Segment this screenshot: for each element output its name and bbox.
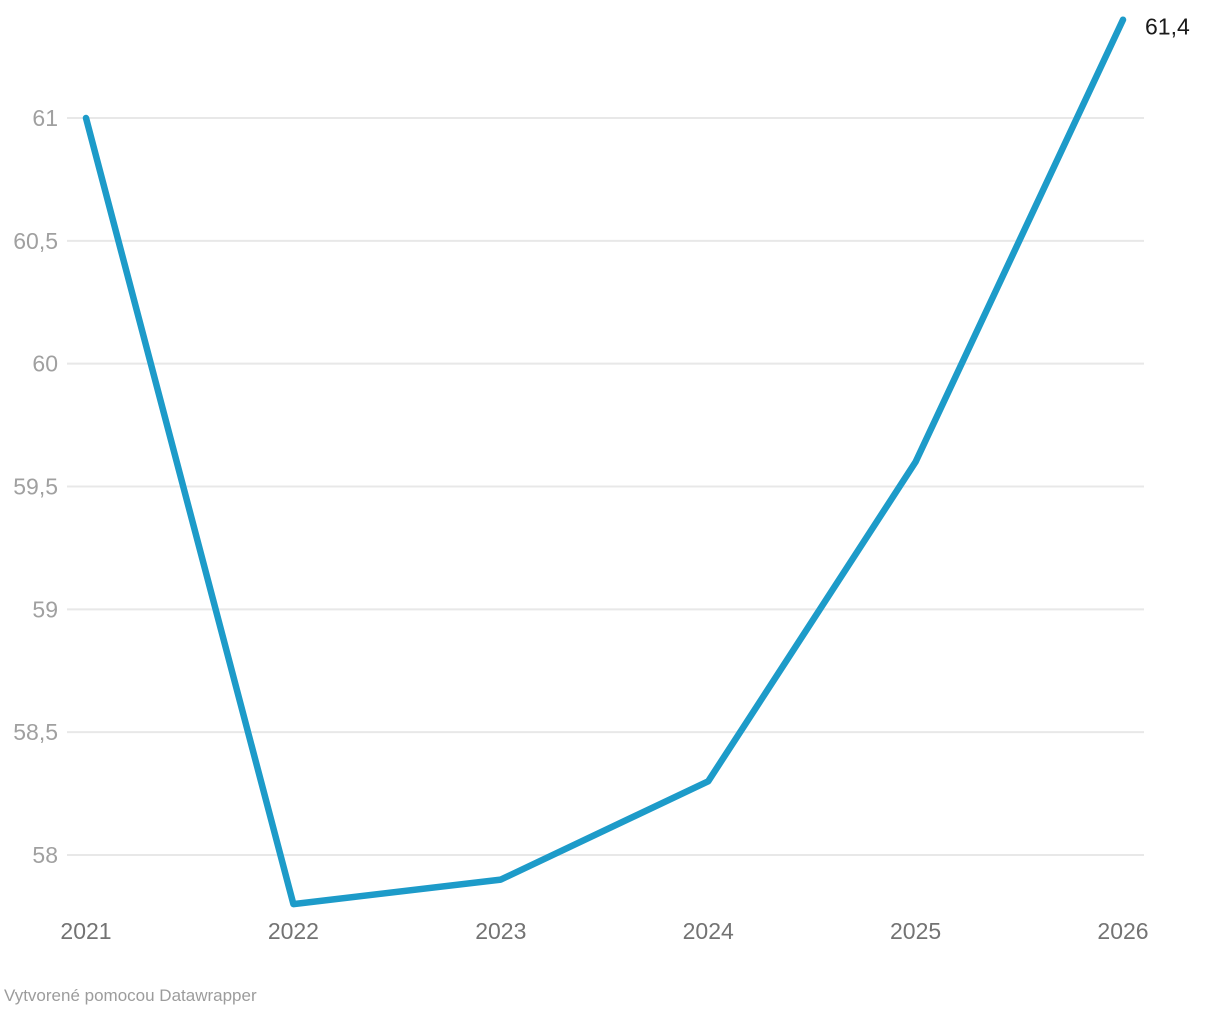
y-tick-label: 59 — [32, 596, 58, 622]
x-tick-label: 2021 — [60, 918, 111, 944]
series-line — [82, 16, 1127, 908]
x-tick-label: 2023 — [475, 918, 526, 944]
attribution-text: Vytvorené pomocou Datawrapper — [4, 986, 257, 1005]
x-tick-label: 2025 — [890, 918, 941, 944]
x-tick-label: 2024 — [683, 918, 734, 944]
y-tick-label: 58 — [32, 842, 58, 868]
y-gridlines — [67, 117, 1144, 857]
y-tick-label: 60,5 — [13, 228, 58, 254]
y-tick-label: 59,5 — [13, 474, 58, 500]
x-tick-label: 2022 — [268, 918, 319, 944]
x-tick-label: 2026 — [1097, 918, 1148, 944]
y-tick-label: 61 — [32, 105, 58, 131]
end-value-label: 61,4 — [1145, 14, 1190, 40]
x-axis-labels: 2021 2022 2023 2024 2025 2026 — [60, 918, 1148, 944]
y-axis-labels: 61 60,5 60 59,5 59 58,5 58 — [13, 105, 58, 868]
y-tick-label: 60 — [32, 351, 58, 377]
y-tick-label: 58,5 — [13, 719, 58, 745]
